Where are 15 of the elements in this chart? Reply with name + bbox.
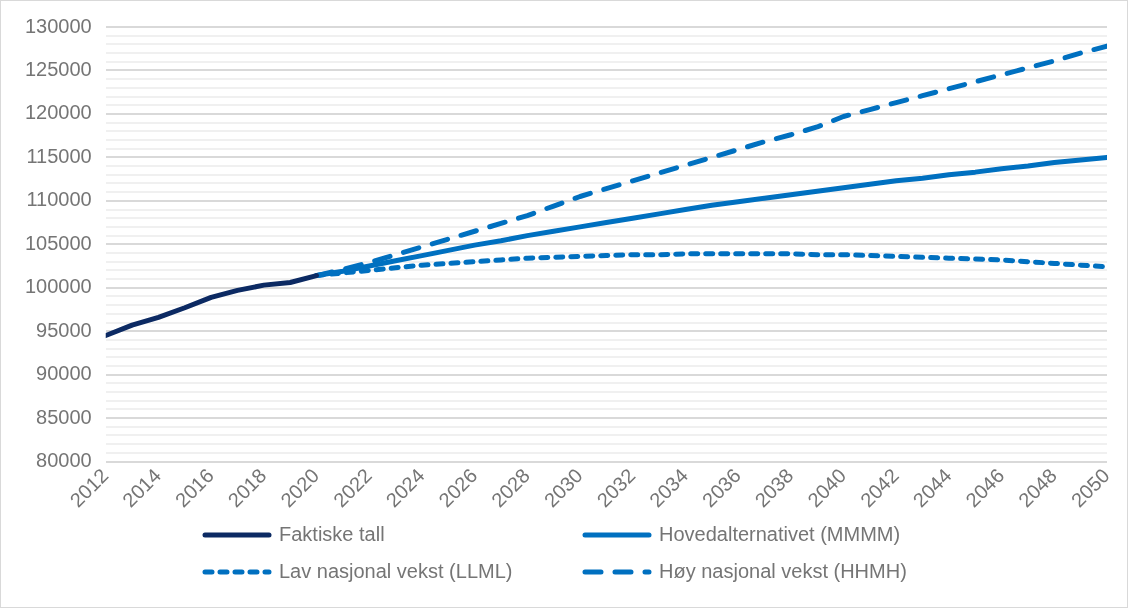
y-tick-label: 125000 <box>24 57 92 80</box>
y-tick-label: 105000 <box>24 231 92 254</box>
y-tick-label: 115000 <box>26 144 92 167</box>
legend-label: Høy nasjonal vekst (HHMH) <box>659 560 907 583</box>
y-tick-label: 110000 <box>26 188 92 211</box>
y-tick-label: 85000 <box>36 405 92 428</box>
y-tick-label: 130000 <box>24 14 92 37</box>
legend-label: Faktiske tall <box>279 523 385 546</box>
y-tick-label: 80000 <box>36 449 92 472</box>
legend-label: Hovedalternativet (MMMM) <box>659 523 901 546</box>
y-tick-label: 100000 <box>24 275 92 298</box>
y-tick-label: 90000 <box>36 362 92 385</box>
y-tick-label: 120000 <box>24 101 92 124</box>
legend-label: Lav nasjonal vekst (LLML) <box>279 560 513 583</box>
y-tick-label: 95000 <box>36 318 92 341</box>
